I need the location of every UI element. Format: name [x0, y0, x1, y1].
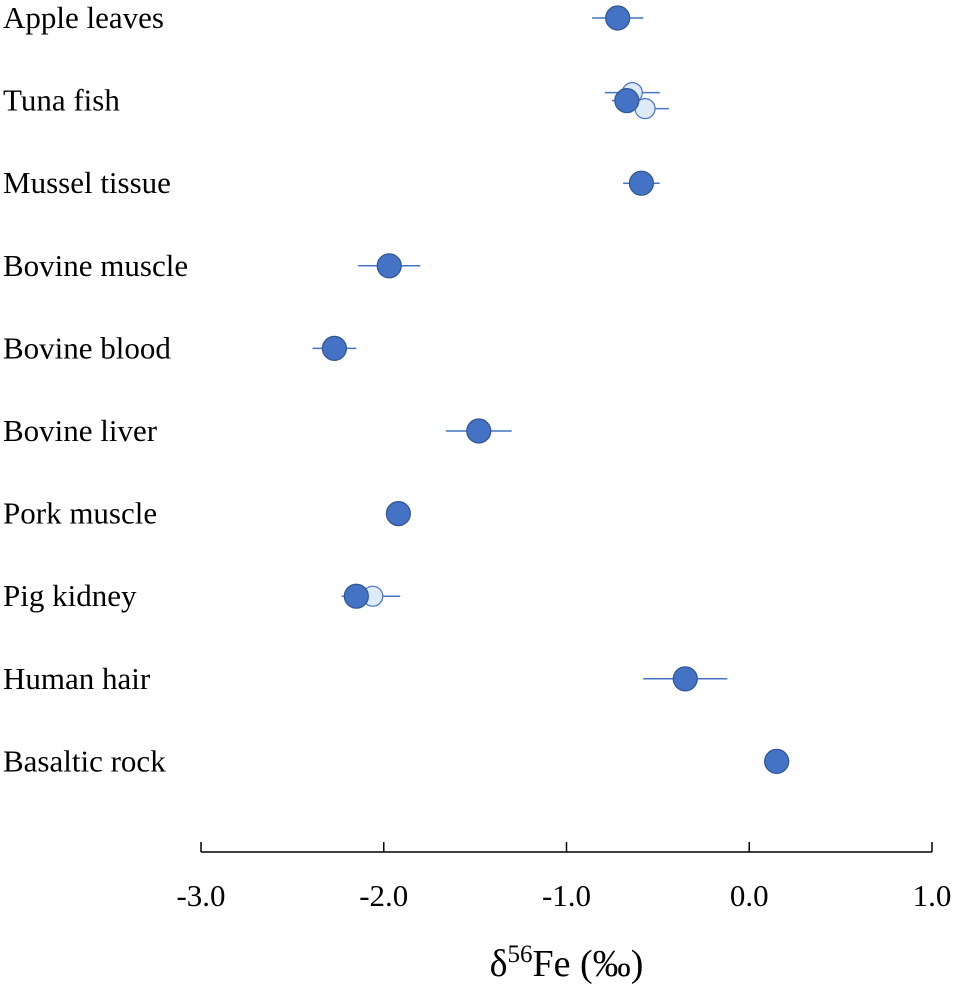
category-label: Tuna fish: [3, 83, 120, 118]
data-point: [376, 253, 402, 279]
x-tick-label: -1.0: [542, 878, 591, 913]
category-label: Basaltic rock: [3, 743, 166, 778]
data-point: [672, 666, 698, 692]
x-axis-title-unit: (‰): [571, 943, 644, 985]
category-label: Pork muscle: [3, 496, 157, 531]
data-points: [321, 5, 790, 775]
data-point: [343, 583, 369, 609]
data-point: [764, 748, 790, 775]
data-point: [614, 87, 640, 114]
category-label: Bovine liver: [3, 413, 158, 448]
data-point: [321, 335, 348, 361]
category-label: Pig kidney: [3, 578, 137, 613]
x-tick-label: 0.0: [730, 878, 769, 913]
x-axis: -3.0 -2.0 -1.0 0.0 1.0: [176, 842, 951, 913]
x-tick-label: -2.0: [359, 878, 408, 913]
category-label: Apple leaves: [3, 0, 164, 35]
data-point: [605, 5, 631, 31]
x-tick-label: 1.0: [913, 878, 952, 913]
x-axis-title-element: Fe: [533, 943, 571, 985]
category-labels: Apple leaves Tuna fish Mussel tissue Bovine…: [3, 0, 188, 778]
category-label: Bovine muscle: [3, 248, 188, 283]
data-point: [466, 418, 492, 444]
category-label: Mussel tissue: [3, 165, 171, 200]
x-axis-title: δ56Fe (‰): [490, 941, 644, 985]
x-axis-title-superscript: 56: [508, 941, 533, 968]
x-axis-ticks: -3.0 -2.0 -1.0 0.0 1.0: [176, 842, 951, 913]
x-axis-title-symbol: δ: [490, 943, 508, 985]
category-label: Human hair: [3, 661, 151, 696]
data-point: [628, 170, 655, 196]
data-point: [385, 500, 411, 527]
x-tick-label: -3.0: [176, 878, 225, 913]
error-bars: [312, 17, 790, 763]
category-label: Bovine blood: [3, 330, 171, 365]
